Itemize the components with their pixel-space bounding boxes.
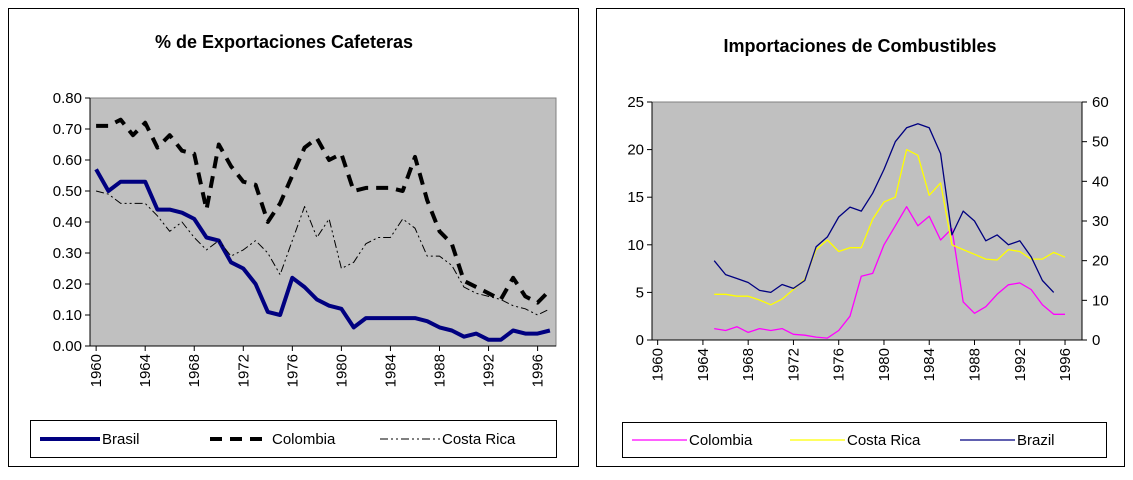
y-tick-label: 0.80	[53, 90, 82, 107]
line-series	[713, 123, 1055, 294]
x-tick-label: 1960	[88, 354, 105, 387]
x-tick-label: 1960	[650, 348, 667, 381]
x-tick-label: 1972	[235, 354, 252, 387]
line-series	[714, 206, 1065, 339]
y-tick-label: 0.60	[53, 152, 82, 169]
legend-label: Colombia	[689, 432, 753, 449]
y2-tick-label: 10	[1092, 292, 1109, 309]
y-tick-label: 0.40	[53, 214, 82, 231]
y2-tick-label: 50	[1092, 134, 1109, 151]
y-tick-label: 0.20	[53, 276, 82, 293]
x-tick-label: 1996	[1057, 348, 1074, 381]
x-tick-label: 1988	[967, 348, 984, 381]
x-tick-label: 1968	[740, 348, 757, 381]
x-tick-label: 1972	[785, 348, 802, 381]
x-tick-label: 1964	[695, 348, 712, 381]
x-tick-label: 1984	[382, 354, 399, 387]
legend	[622, 422, 1107, 458]
y-tick-label: 0.30	[53, 245, 82, 262]
line-series	[94, 168, 551, 342]
plot-area	[89, 97, 557, 347]
y-tick-label: 0.10	[53, 307, 82, 324]
legend-label: Colombia	[272, 431, 336, 448]
legend-label: Brazil	[1017, 432, 1055, 449]
y-tick-label: 25	[627, 94, 644, 111]
x-tick-label: 1964	[137, 354, 154, 387]
y2-tick-label: 20	[1092, 253, 1109, 270]
line-series	[96, 117, 552, 305]
line-series	[714, 148, 1066, 306]
y2-tick-label: 40	[1092, 173, 1109, 190]
legend-label: Brasil	[102, 431, 140, 448]
y-tick-label: 10	[627, 237, 644, 254]
chart-title: % de Exportaciones Cafeteras	[155, 32, 413, 52]
x-tick-label: 1992	[1012, 348, 1029, 381]
y2-tick-label: 0	[1092, 332, 1100, 349]
x-tick-label: 1976	[284, 354, 301, 387]
y2-tick-label: 60	[1092, 94, 1109, 111]
y-tick-label: 0.00	[53, 338, 82, 355]
y2-tick-label: 30	[1092, 213, 1109, 230]
y-tick-label: 5	[636, 284, 644, 301]
legend-label: Costa Rica	[442, 431, 516, 448]
legend	[30, 420, 557, 458]
x-tick-label: 1980	[333, 354, 350, 387]
x-tick-label: 1980	[876, 348, 893, 381]
chart-title: Importaciones de Combustibles	[723, 36, 996, 56]
x-tick-label: 1988	[432, 354, 449, 387]
x-tick-label: 1968	[186, 354, 203, 387]
x-tick-label: 1996	[530, 354, 547, 387]
y-tick-label: 15	[627, 189, 644, 206]
x-tick-label: 1976	[831, 348, 848, 381]
y-tick-label: 0	[636, 332, 644, 349]
y-tick-label: 0.70	[53, 121, 82, 138]
plot-area	[651, 101, 1083, 341]
x-tick-label: 1992	[481, 354, 498, 387]
legend-label: Costa Rica	[847, 432, 921, 449]
y-tick-label: 20	[627, 142, 644, 159]
x-tick-label: 1984	[921, 348, 938, 381]
y-tick-label: 0.50	[53, 183, 82, 200]
